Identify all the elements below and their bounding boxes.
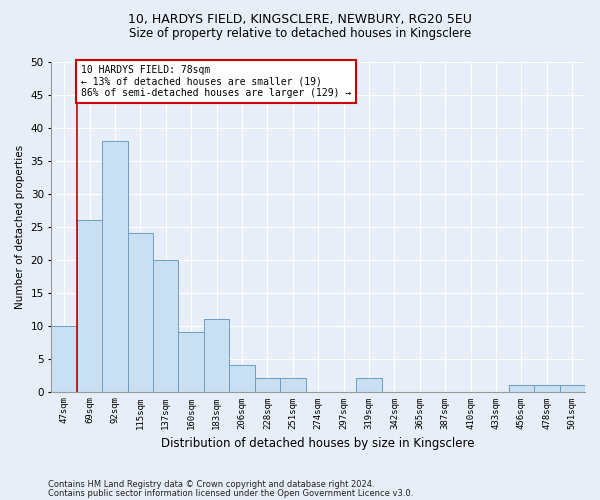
Text: Contains public sector information licensed under the Open Government Licence v3: Contains public sector information licen…	[48, 489, 413, 498]
Bar	[255, 378, 280, 392]
Bar	[102, 140, 128, 392]
Y-axis label: Number of detached properties: Number of detached properties	[15, 144, 25, 308]
Text: 10, HARDYS FIELD, KINGSCLERE, NEWBURY, RG20 5EU: 10, HARDYS FIELD, KINGSCLERE, NEWBURY, R…	[128, 12, 472, 26]
Bar	[356, 378, 382, 392]
X-axis label: Distribution of detached houses by size in Kingsclere: Distribution of detached houses by size …	[161, 437, 475, 450]
Bar	[153, 260, 178, 392]
Text: Size of property relative to detached houses in Kingsclere: Size of property relative to detached ho…	[129, 28, 471, 40]
Bar	[128, 233, 153, 392]
Text: 10 HARDYS FIELD: 78sqm
← 13% of detached houses are smaller (19)
86% of semi-det: 10 HARDYS FIELD: 78sqm ← 13% of detached…	[80, 65, 351, 98]
Text: Contains HM Land Registry data © Crown copyright and database right 2024.: Contains HM Land Registry data © Crown c…	[48, 480, 374, 489]
Bar	[534, 385, 560, 392]
Bar	[229, 365, 255, 392]
Bar	[77, 220, 102, 392]
Bar	[280, 378, 305, 392]
Bar	[509, 385, 534, 392]
Bar	[204, 319, 229, 392]
Bar	[560, 385, 585, 392]
Bar	[52, 326, 77, 392]
Bar	[178, 332, 204, 392]
